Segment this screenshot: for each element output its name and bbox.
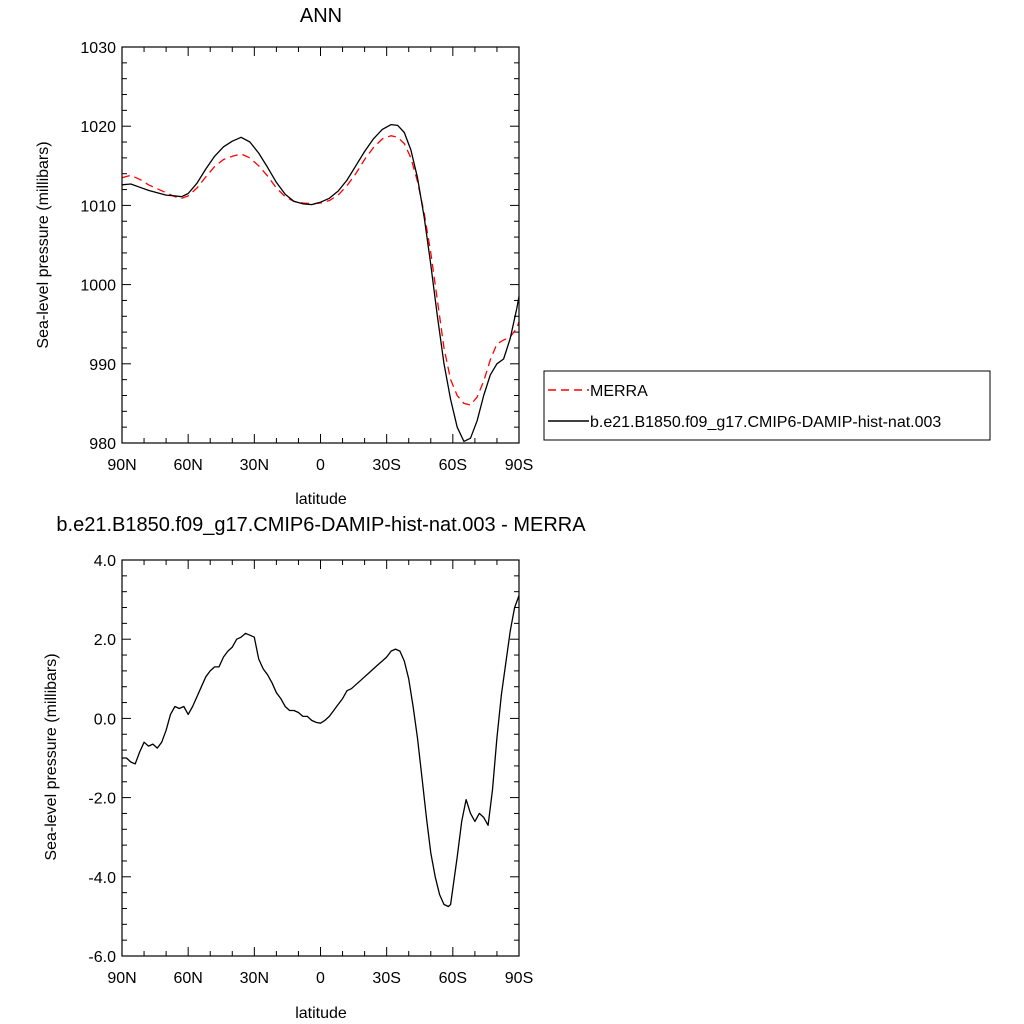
top-chart-y-tick-label: 1020 bbox=[80, 119, 116, 136]
top-chart-y-tick-label: 980 bbox=[89, 436, 116, 453]
bottom-chart-x-tick-label: 30S bbox=[372, 970, 400, 987]
top-chart-series-line-1 bbox=[121, 135, 520, 406]
top-chart-y-tick-label: 990 bbox=[89, 357, 116, 374]
bottom-chart-y-tick-label: 0.0 bbox=[94, 711, 116, 728]
top-chart-x-tick-label: 90S bbox=[505, 457, 533, 474]
bottom-chart-y-tick-label: 2.0 bbox=[94, 632, 116, 649]
bottom-chart-x-tick-label: 90S bbox=[505, 970, 533, 987]
top-chart-y-axis-label: Sea-level pressure (millibars) bbox=[35, 141, 52, 348]
top-chart-title: ANN bbox=[300, 5, 342, 27]
top-chart-x-tick-label: 60N bbox=[173, 457, 202, 474]
legend-label-model: b.e21.B1850.f09_g17.CMIP6-DAMIP-hist-nat… bbox=[590, 414, 941, 431]
bottom-chart-y-tick-label: 4.0 bbox=[94, 553, 116, 570]
top-chart-x-tick-label: 60S bbox=[439, 457, 467, 474]
bottom-chart-x-tick-label: 90N bbox=[107, 970, 136, 987]
top-chart: ANN latitude Sea-level pressure (milliba… bbox=[35, 5, 991, 508]
legend: MERRA b.e21.B1850.f09_g17.CMIP6-DAMIP-hi… bbox=[543, 370, 991, 441]
top-chart-x-tick-label: 30S bbox=[372, 457, 400, 474]
bottom-chart-series-line-1 bbox=[122, 595, 520, 908]
bottom-chart: b.e21.B1850.f09_g17.CMIP6-DAMIP-hist-nat… bbox=[43, 514, 586, 1022]
top-chart-y-tick-label: 1030 bbox=[80, 40, 116, 57]
top-chart-x-tick-label: 0 bbox=[316, 457, 325, 474]
top-chart-y-tick-label: 1000 bbox=[80, 278, 116, 295]
bottom-chart-x-tick-label: 60N bbox=[173, 970, 202, 987]
top-chart-x-axis-label: latitude bbox=[295, 491, 347, 508]
bottom-chart-title: b.e21.B1850.f09_g17.CMIP6-DAMIP-hist-nat… bbox=[56, 514, 586, 536]
bottom-chart-y-tick-label: -6.0 bbox=[88, 949, 116, 966]
top-chart-series-line-2 bbox=[121, 123, 520, 443]
top-chart-frame bbox=[121, 46, 520, 444]
legend-label-merra: MERRA bbox=[590, 383, 648, 400]
bottom-chart-series bbox=[122, 595, 520, 908]
bottom-chart-x-tick-label: 60S bbox=[439, 970, 467, 987]
top-chart-y-tick-label: 1010 bbox=[80, 198, 116, 215]
top-chart-ticks: 90N 60N 30N 0 30S 60S 90S 980 990 1000 1010 1020 103… bbox=[80, 40, 533, 474]
bottom-chart-ticks: 90N 60N 30N 0 30S 60S 90S -6.0 -4.0 -2.0 0.0 2.0 4.0 bbox=[88, 553, 533, 987]
bottom-chart-y-tick-label: -2.0 bbox=[88, 791, 116, 808]
bottom-chart-y-tick-label: -4.0 bbox=[88, 870, 116, 887]
top-chart-series bbox=[121, 123, 520, 443]
bottom-chart-x-tick-label: 30N bbox=[240, 970, 269, 987]
top-chart-x-tick-label: 90N bbox=[107, 457, 136, 474]
bottom-chart-frame bbox=[121, 559, 520, 957]
bottom-chart-y-axis-label: Sea-level pressure (millibars) bbox=[43, 653, 60, 860]
legend-box bbox=[543, 370, 991, 441]
bottom-chart-x-axis-label: latitude bbox=[295, 1005, 347, 1022]
top-chart-x-tick-label: 30N bbox=[240, 457, 269, 474]
bottom-chart-x-tick-label: 0 bbox=[316, 970, 325, 987]
